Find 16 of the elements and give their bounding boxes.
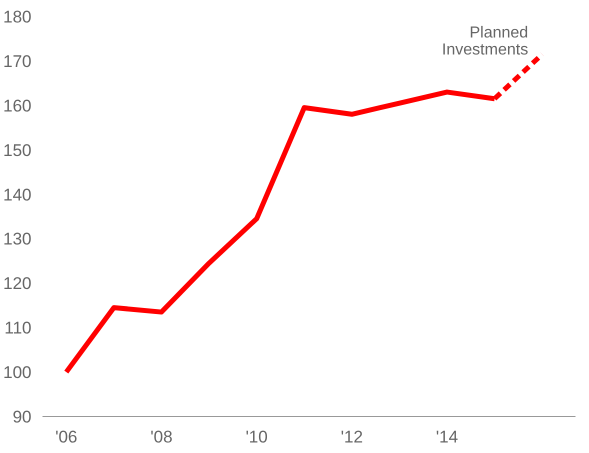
y-tick-label: 150 <box>3 140 32 160</box>
x-tick-label: '12 <box>340 428 363 446</box>
annotation: Planned Investments <box>442 24 528 58</box>
x-tick-label: '14 <box>436 428 458 446</box>
y-tick-label: 90 <box>12 408 32 426</box>
y-tick-label: 140 <box>3 185 32 204</box>
x-tick-label: '10 <box>246 428 268 446</box>
y-tick-label: 170 <box>3 52 32 71</box>
y-tick-label: 180 <box>3 8 32 26</box>
y-tick-label: 160 <box>3 96 32 116</box>
y-tick-label: 110 <box>4 318 32 338</box>
y-tick-label: 120 <box>3 274 32 294</box>
y-tick-label: 100 <box>3 363 32 382</box>
y-tick-label: 130 <box>3 230 32 249</box>
x-tick-label: '08 <box>150 428 173 446</box>
x-tick-label: '06 <box>55 428 78 446</box>
